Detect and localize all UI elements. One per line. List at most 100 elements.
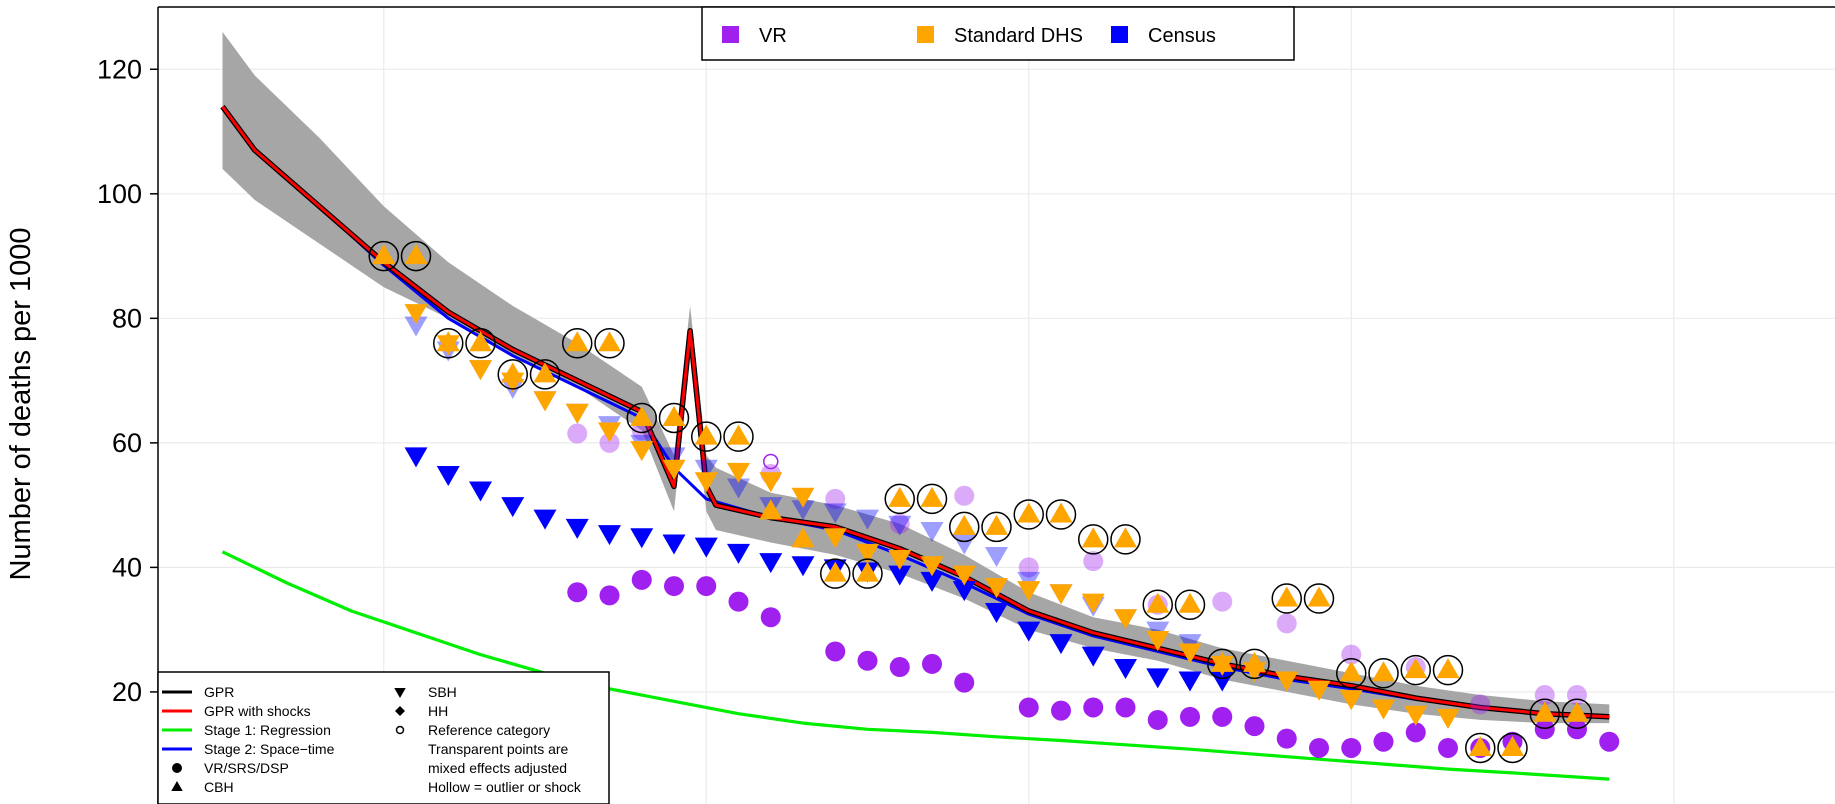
point-standard-dhs-sbh <box>404 304 428 325</box>
point-vr-adjusted <box>599 432 620 453</box>
point-standard-dhs-cbh <box>888 486 912 507</box>
key-shape-swatch <box>395 725 405 735</box>
line-gpr <box>220 104 1610 720</box>
point-standard-dhs-sbh <box>469 360 492 381</box>
outlier-circle <box>626 402 657 434</box>
point-vr <box>1567 719 1587 740</box>
point-vr <box>857 650 878 671</box>
key-note: mixed effects adjusted <box>428 760 567 776</box>
key-note: Transparent points are <box>428 741 569 757</box>
point-standard-dhs-sbh <box>1404 705 1428 726</box>
point-vr <box>1276 728 1297 749</box>
point-standard-dhs-sbh <box>1017 581 1041 602</box>
point-vr-adjusted <box>954 485 975 506</box>
outlier-circle <box>562 327 593 359</box>
point-vr <box>760 607 781 628</box>
point-standard-dhs-cbh <box>1049 502 1073 523</box>
outlier-circle <box>884 483 915 515</box>
point-vr <box>1180 706 1200 727</box>
point-vr <box>954 672 975 693</box>
outlier-circle <box>400 240 432 272</box>
uncertainty-band <box>222 31 1610 724</box>
point-vr <box>1341 737 1362 758</box>
point-vr-adjusted <box>1083 551 1104 572</box>
key-shape-label: HH <box>428 703 448 719</box>
point-standard-dhs-cbh <box>1017 502 1041 523</box>
point-census <box>565 518 589 539</box>
point-standard-dhs-cbh <box>1372 661 1395 682</box>
point-vr <box>1212 706 1233 727</box>
outlier-circle <box>1400 654 1431 686</box>
key-shape-swatch <box>172 763 182 773</box>
outlier-circle <box>1142 589 1173 620</box>
y-tick-label: 120 <box>97 54 142 84</box>
outlier-circle <box>1013 499 1044 530</box>
outlier-circle <box>916 483 948 515</box>
point-vr <box>1147 709 1168 730</box>
point-standard-dhs-sbh <box>985 578 1008 599</box>
grid <box>158 7 1835 804</box>
outlier-circle <box>497 359 528 390</box>
point-census-adjusted <box>662 447 686 468</box>
outlier-circle <box>820 558 851 589</box>
point-standard-dhs-sbh <box>856 543 879 564</box>
legend-key-box <box>157 671 610 804</box>
y-tick-label: 100 <box>97 179 142 209</box>
outlier-circle <box>1368 657 1399 689</box>
point-census <box>888 565 912 586</box>
point-standard-dhs-cbh <box>1307 586 1331 607</box>
point-standard-dhs-sbh <box>1049 584 1073 605</box>
point-vr-adjusted <box>1276 613 1297 634</box>
point-vr <box>889 657 910 678</box>
point-vr <box>1018 697 1039 718</box>
point-standard-dhs-cbh <box>856 561 879 582</box>
outlier-circle <box>1271 583 1302 614</box>
point-standard-dhs-sbh <box>1210 655 1234 676</box>
point-census <box>501 497 525 518</box>
legend-swatch <box>722 26 739 43</box>
point-census-adjusted <box>985 546 1008 567</box>
legend-key: GPR GPR with shocks Stage 1: Regression Sta… <box>157 671 610 804</box>
outlier-circle <box>1207 648 1238 680</box>
y-tick-label: 20 <box>112 677 142 707</box>
point-standard-dhs-sbh <box>1114 609 1137 630</box>
outlier-circle <box>691 421 722 452</box>
point-census <box>1178 671 1202 692</box>
point-standard-dhs-sbh <box>1339 690 1363 711</box>
outlier-circle <box>949 511 980 543</box>
line-stage-1-regression <box>221 550 1610 781</box>
point-standard-dhs-sbh <box>662 459 686 480</box>
point-vr-adjusted <box>889 513 910 534</box>
point-vr <box>1534 719 1555 740</box>
point-census-adjusted <box>791 500 815 521</box>
point-standard-dhs-cbh <box>985 514 1008 535</box>
point-vr <box>1309 737 1329 758</box>
point-vr <box>922 653 942 674</box>
point-vr <box>1115 697 1136 718</box>
point-vr <box>696 576 717 597</box>
point-census-adjusted <box>404 316 428 337</box>
outlier-circle <box>1045 499 1077 530</box>
point-census <box>791 556 815 577</box>
point-standard-dhs-sbh <box>791 487 815 508</box>
key-note: Hollow = outlier or shock <box>428 779 582 795</box>
point-census <box>1146 668 1170 689</box>
outlier-circle <box>852 558 883 589</box>
key-line-label: GPR with shocks <box>204 703 311 719</box>
reference-point <box>763 453 779 470</box>
legend-swatch <box>917 26 934 43</box>
key-shape-label: VR/SRS/DSP <box>204 760 289 776</box>
point-vr <box>631 569 652 590</box>
point-vr-adjusted <box>825 488 846 509</box>
point-standard-dhs-sbh <box>759 472 783 493</box>
legend-label: Census <box>1148 25 1216 47</box>
point-standard-dhs-sbh <box>1081 593 1105 614</box>
point-census <box>952 581 976 602</box>
point-census-adjusted <box>823 503 847 524</box>
point-vr <box>1244 716 1265 737</box>
point-census <box>1114 659 1137 680</box>
point-vr <box>1373 731 1394 752</box>
key-shape-swatch <box>171 781 183 791</box>
point-standard-dhs-cbh <box>1146 592 1170 613</box>
line-stage-2-space-time <box>221 105 1610 719</box>
